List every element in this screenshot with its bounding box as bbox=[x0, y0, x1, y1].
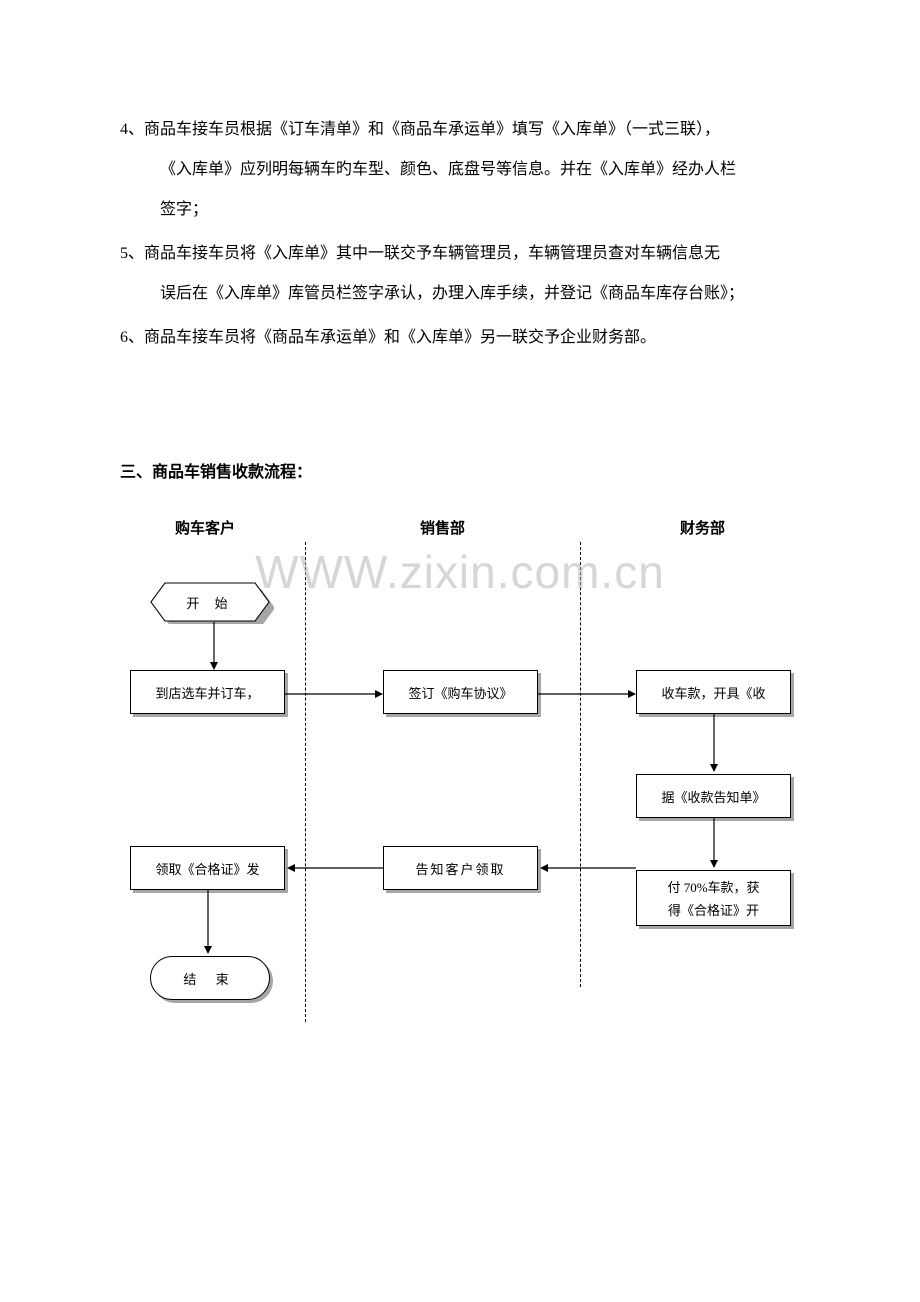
flow-node-select-car: 到店选车并订车， bbox=[130, 670, 285, 714]
arrow-icon bbox=[538, 862, 638, 874]
node-label: 结 束 bbox=[183, 969, 236, 988]
node-label: 据《收款告知单》 bbox=[661, 787, 765, 806]
text: 4、商品车接车员根据《订车清单》和《商品车承运单》填写《入库单》（一式三联）， bbox=[120, 121, 720, 138]
col-header-finance: 财务部 bbox=[680, 517, 725, 538]
flow-node-contract: 签订《购车协议》 bbox=[383, 670, 538, 714]
node-label: 告知客户领取 bbox=[415, 859, 505, 878]
text: 5、商品车接车员将《入库单》其中一联交予车辆管理员，车辆管理员查对车辆信息无 bbox=[120, 245, 720, 262]
arrow-icon bbox=[708, 714, 720, 774]
node-label: 付 70%车款，获 bbox=[667, 877, 759, 896]
list-item-5: 5、商品车接车员将《入库单》其中一联交予车辆管理员，车辆管理员查对车辆信息无 误… bbox=[120, 234, 800, 314]
column-divider bbox=[580, 542, 581, 987]
text: 误后在《入库单》库管员栏签字承认，办理入库手续，并登记《商品车库存台账》； bbox=[120, 274, 800, 314]
text: 《入库单》应列明每辆车旳车型、颜色、底盘号等信息。并在《入库单》经办人栏 bbox=[120, 150, 800, 190]
flow-node-notify-customer: 告知客户领取 bbox=[383, 846, 538, 890]
node-label: 签订《购车协议》 bbox=[408, 683, 512, 702]
col-header-customer: 购车客户 bbox=[175, 517, 235, 538]
flow-node-pay70: 付 70%车款，获 得《合格证》开 bbox=[636, 870, 791, 926]
flow-start-node: 开 始 bbox=[150, 582, 270, 622]
flow-end-node: 结 束 bbox=[150, 956, 270, 1000]
arrow-icon bbox=[202, 890, 214, 956]
flowchart: 购车客户 销售部 财务部 开 始 到店选车并订车， bbox=[120, 512, 800, 1092]
section-title: 三、商品车销售收款流程： bbox=[120, 458, 800, 482]
arrow-icon bbox=[208, 622, 220, 672]
col-header-sales: 销售部 bbox=[420, 517, 465, 538]
node-label: 开 始 bbox=[186, 593, 233, 612]
node-label: 收车款，开具《收 bbox=[661, 683, 765, 702]
node-label: 得《合格证》开 bbox=[668, 900, 759, 919]
arrow-icon bbox=[285, 862, 385, 874]
list-item-6: 6、商品车接车员将《商品车承运单》和《入库单》另一联交予企业财务部。 bbox=[120, 318, 800, 358]
flow-node-receipt-notice: 据《收款告知单》 bbox=[636, 774, 791, 818]
text: 6、商品车接车员将《商品车承运单》和《入库单》另一联交予企业财务部。 bbox=[120, 329, 656, 346]
node-label: 到店选车并订车， bbox=[155, 683, 259, 702]
column-divider bbox=[305, 542, 306, 1022]
arrow-icon bbox=[285, 688, 385, 700]
flow-node-get-cert: 领取《合格证》发 bbox=[130, 846, 285, 890]
arrow-icon bbox=[708, 818, 720, 870]
list-item-4: 4、商品车接车员根据《订车清单》和《商品车承运单》填写《入库单》（一式三联）， … bbox=[120, 110, 800, 230]
arrow-icon bbox=[538, 688, 638, 700]
text: 签字； bbox=[120, 190, 800, 230]
flow-node-receive-payment: 收车款，开具《收 bbox=[636, 670, 791, 714]
node-label: 领取《合格证》发 bbox=[155, 859, 259, 878]
